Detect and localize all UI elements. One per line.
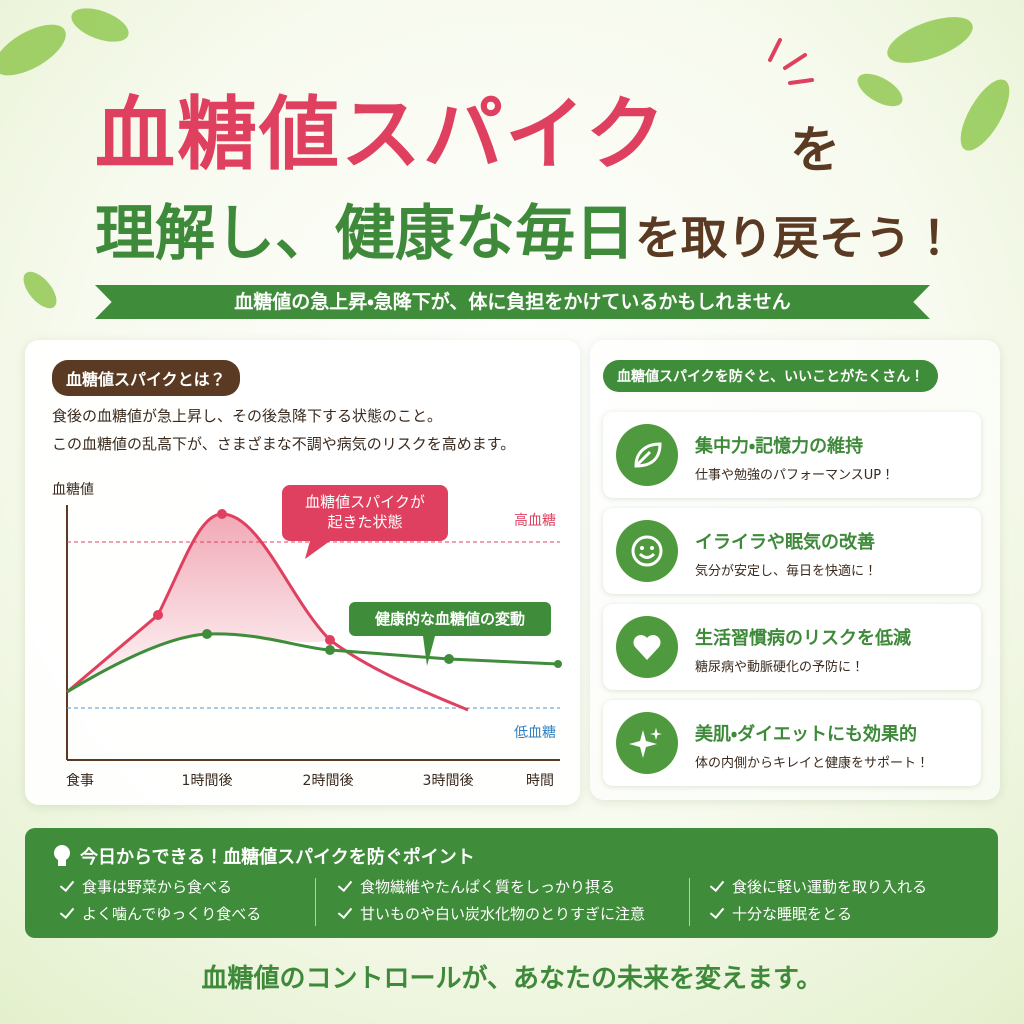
spike-callout-box	[282, 485, 448, 559]
benefit-card: 集中力・記憶力の維持仕事や勉強のパフォーマンスUP！	[603, 412, 981, 498]
benefit-text: 体の内側からキレイと健康をサポート！	[695, 756, 930, 771]
benefit-icon	[616, 616, 678, 678]
divider	[689, 878, 690, 926]
healthy-callout-box	[349, 602, 551, 666]
about-line: この血糖値の乱高下が、さまざまな不調や病気のリスクを高めます。	[52, 435, 516, 453]
x-tick-label: 3時間後	[423, 773, 474, 789]
benefit-title: 集中力・記憶力の維持	[695, 436, 864, 457]
high-label: 高血糖	[514, 512, 556, 529]
benefit-text: 糖尿病や動脈硬化の予防に！	[695, 660, 865, 675]
decoration	[788, 78, 814, 85]
decoration	[887, 17, 973, 63]
decoration: 食事 1時間後 2時間後 3時間後 時間	[66, 773, 554, 789]
decoration	[768, 38, 782, 62]
decoration	[634, 442, 662, 468]
decoration	[54, 845, 70, 861]
tip: 食事は野菜から食べる	[60, 876, 232, 897]
spike-callout: 血糖値スパイクが	[305, 493, 425, 511]
divider	[315, 878, 316, 926]
decoration	[554, 660, 562, 668]
bulb-icon	[54, 845, 70, 866]
decoration	[23, 271, 57, 309]
decoration	[153, 509, 335, 645]
footer: 血糖値のコントロールが、あなたの未来を変えます。	[201, 964, 823, 994]
tips-title: 今日からできる！血糖値スパイクを防ぐポイント	[80, 847, 475, 868]
banner: 血糖値の急上昇・急降下が、体に負担をかけているかもしれません	[95, 285, 930, 319]
benefit-card: イライラや眠気の改善気分が安定し、毎日を快適に！	[603, 508, 981, 594]
x-tick-label: 1時間後	[182, 773, 233, 789]
x-label: 時間	[526, 773, 554, 789]
benefit-title: イライラや眠気の改善	[695, 532, 875, 553]
about-panel	[25, 340, 580, 805]
about-line: 食後の血糖値が急上昇し、その後急降下する状態のこと。	[52, 407, 443, 425]
tip: よく噛んでゆっくり食べる	[60, 903, 261, 924]
decoration	[650, 546, 654, 550]
tip: 甘いものや白い炭水化物のとりすぎに注意	[338, 903, 645, 924]
decoration	[633, 635, 661, 660]
decoration	[0, 8, 1010, 309]
healthy-callout: 健康的な血糖値の変動	[374, 610, 525, 628]
y-label: 血糖値	[52, 482, 94, 498]
decoration	[857, 73, 903, 107]
decoration	[71, 8, 129, 42]
spike-area	[67, 514, 330, 692]
decoration	[631, 535, 663, 567]
title-part: 健康な毎日	[335, 199, 635, 269]
spike-curve	[66, 512, 469, 712]
x-tick-label: 2時間後	[303, 773, 354, 789]
decoration	[960, 79, 1010, 151]
decoration	[444, 654, 454, 664]
benefits-tag: 血糖値スパイクを防ぐと、いいことがたくさん！	[603, 360, 939, 392]
title-part: 理解し、	[95, 199, 335, 269]
decoration	[768, 38, 814, 85]
decoration	[640, 546, 644, 550]
tip: 食物繊維やたんぱく質をしっかり摂る	[338, 876, 615, 897]
benefit-title: 美肌・ダイエットにも効果的	[695, 724, 917, 745]
spike-callout: 起きた状態	[327, 513, 402, 531]
benefit-title: 生活習慣病のリスクを低減	[695, 628, 911, 649]
benefit-text: 仕事や勉強のパフォーマンスUP！	[695, 468, 895, 483]
decoration	[202, 629, 212, 639]
decoration	[783, 53, 807, 70]
about-tag: 血糖値スパイクとは？	[52, 360, 240, 396]
benefit-card: 生活習慣病のリスクを低減糖尿病や動脈硬化の予防に！	[603, 604, 981, 690]
title-sub: 理解し、健康な毎日を取り戻そう！	[95, 185, 957, 272]
benefit-icon	[616, 712, 678, 774]
decoration	[325, 645, 335, 655]
benefit-text: 気分が安定し、毎日を快適に！	[695, 564, 878, 579]
decoration	[638, 552, 656, 559]
decoration	[217, 509, 227, 519]
x-tick-label: 食事	[66, 773, 94, 789]
decoration	[616, 520, 678, 582]
decoration	[153, 610, 163, 620]
decoration	[202, 629, 562, 668]
benefit-icon	[616, 424, 678, 486]
tip: 十分な睡眠をとる	[710, 903, 852, 924]
title-particle: を	[790, 121, 840, 179]
decoration	[325, 635, 335, 645]
title-part: を取り戻そう！	[635, 211, 957, 265]
decoration	[629, 728, 662, 758]
tips-box: 今日からできる！血糖値スパイクを防ぐポイント 食事は野菜から食べる よく噛んでゆ…	[25, 828, 998, 938]
decoration	[58, 860, 66, 866]
low-label: 低血糖	[514, 725, 556, 741]
tip: 食後に軽い運動を取り入れる	[710, 876, 927, 897]
decoration	[0, 24, 66, 76]
benefit-icon	[616, 520, 678, 582]
benefit-card: 美肌・ダイエットにも効果的体の内側からキレイと健康をサポート！	[603, 700, 981, 786]
title-main: 血糖値スパイク	[95, 88, 668, 181]
